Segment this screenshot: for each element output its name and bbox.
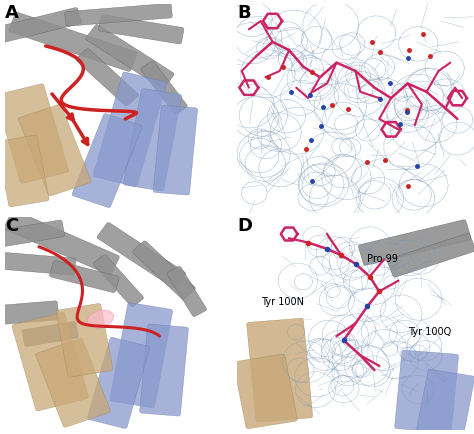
FancyBboxPatch shape [36,339,110,427]
FancyBboxPatch shape [2,253,76,275]
FancyBboxPatch shape [18,105,91,196]
FancyBboxPatch shape [99,15,184,44]
FancyBboxPatch shape [12,312,89,411]
Text: Tyr 100Q: Tyr 100Q [408,327,451,337]
FancyBboxPatch shape [22,322,78,346]
Text: A: A [5,4,18,22]
FancyBboxPatch shape [246,318,313,422]
FancyBboxPatch shape [133,241,195,299]
Text: Pro 99: Pro 99 [367,254,398,264]
FancyBboxPatch shape [110,302,173,408]
FancyBboxPatch shape [0,301,59,325]
FancyBboxPatch shape [141,61,187,114]
FancyBboxPatch shape [97,223,185,288]
FancyBboxPatch shape [387,233,474,277]
FancyBboxPatch shape [358,220,471,265]
FancyBboxPatch shape [167,266,207,316]
Text: B: B [237,4,251,22]
FancyBboxPatch shape [0,7,82,43]
FancyBboxPatch shape [4,210,119,275]
FancyBboxPatch shape [49,260,119,293]
FancyBboxPatch shape [72,114,142,207]
FancyBboxPatch shape [124,89,182,191]
Text: C: C [5,217,18,235]
Text: D: D [237,217,252,235]
Text: Tyr 100N: Tyr 100N [261,297,304,307]
FancyBboxPatch shape [65,3,172,26]
Ellipse shape [87,310,113,328]
FancyBboxPatch shape [93,72,167,187]
FancyBboxPatch shape [87,337,150,428]
FancyBboxPatch shape [93,255,144,307]
FancyBboxPatch shape [9,12,137,72]
FancyBboxPatch shape [0,220,64,248]
FancyBboxPatch shape [153,105,198,195]
FancyBboxPatch shape [140,324,188,416]
FancyBboxPatch shape [76,49,138,106]
FancyBboxPatch shape [234,354,297,429]
FancyBboxPatch shape [395,350,458,433]
FancyBboxPatch shape [56,303,113,377]
FancyBboxPatch shape [86,24,174,89]
FancyBboxPatch shape [0,135,49,207]
FancyBboxPatch shape [416,369,474,434]
FancyBboxPatch shape [0,84,69,183]
